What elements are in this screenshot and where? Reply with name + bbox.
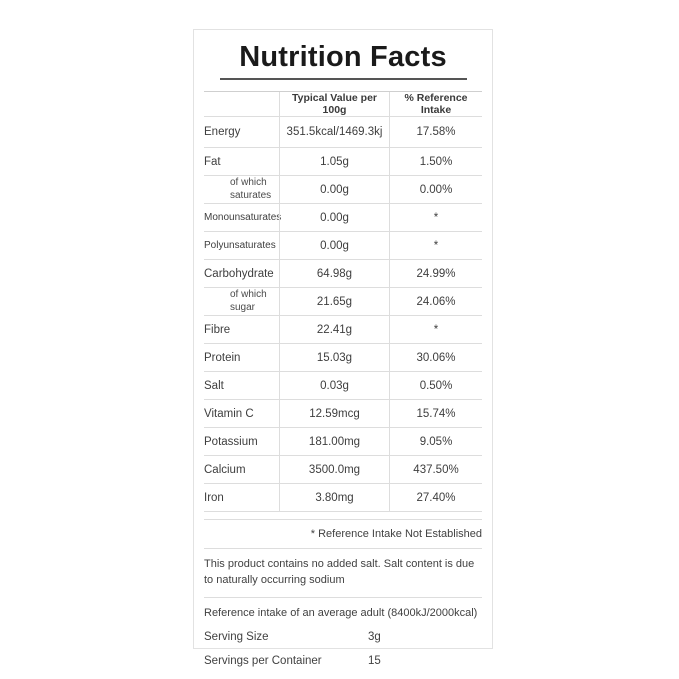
nutrient-reference-intake: * — [389, 204, 482, 231]
table-row-saturates: of which saturates 0.00g 0.00% — [204, 176, 482, 204]
table-row-fibre: Fibre 22.41g * — [204, 316, 482, 344]
nutrient-reference-intake: 0.50% — [389, 372, 482, 399]
nutrient-value: 12.59mcg — [279, 400, 389, 427]
average-adult-note: Reference intake of an average adult (84… — [204, 606, 478, 619]
header-empty-cell — [204, 92, 279, 116]
nutrient-value: 15.03g — [279, 344, 389, 371]
nutrient-name: Calcium — [204, 463, 246, 476]
table-row-protein: Protein 15.03g 30.06% — [204, 344, 482, 372]
nutrition-facts-label: Nutrition Facts Typical Value per 100g %… — [193, 29, 493, 667]
nutrient-reference-intake: 24.06% — [389, 288, 482, 315]
nutrient-reference-intake: 0.00% — [389, 176, 482, 203]
servings-per-container-label: Servings per Container — [204, 654, 322, 667]
nutrient-name: Protein — [204, 351, 241, 364]
servings-per-container-value: 15 — [368, 654, 381, 667]
nutrient-name: Iron — [204, 491, 224, 504]
table-row-calcium: Calcium 3500.0mg 437.50% — [204, 456, 482, 484]
nutrient-reference-intake: * — [389, 316, 482, 343]
table-row-iron: Iron 3.80mg 27.40% — [204, 484, 482, 512]
table-row-sugar: of which sugar 21.65g 24.06% — [204, 288, 482, 316]
reference-intake-footnote: * Reference Intake Not Established — [204, 520, 482, 549]
nutrient-value: 3500.0mg — [279, 456, 389, 483]
table-row-carbohydrate: Carbohydrate 64.98g 24.99% — [204, 260, 482, 288]
footnotes-section: * Reference Intake Not Established This … — [204, 519, 482, 670]
header-typical-value: Typical Value per 100g — [279, 92, 389, 116]
nutrition-table: Typical Value per 100g % Reference Intak… — [204, 91, 482, 512]
nutrient-reference-intake: 437.50% — [389, 456, 482, 483]
nutrient-name: Vitamin C — [204, 407, 254, 420]
header-reference-intake: % Reference Intake — [389, 92, 482, 116]
label-title: Nutrition Facts — [239, 41, 447, 73]
table-row-potassium: Potassium 181.00mg 9.05% — [204, 428, 482, 456]
table-row-polyunsaturates: Polyunsaturates 0.00g * — [204, 232, 482, 260]
servings-per-container-row: Servings per Container 15 — [204, 646, 482, 670]
nutrient-value: 351.5kcal/1469.3kj — [279, 117, 389, 147]
serving-size-row: Serving Size 3g — [204, 622, 482, 646]
nutrient-reference-intake: 30.06% — [389, 344, 482, 371]
table-row-vitamin-c: Vitamin C 12.59mcg 15.74% — [204, 400, 482, 428]
nutrient-name: of which saturates — [230, 177, 272, 201]
nutrient-value: 0.00g — [279, 204, 389, 231]
nutrient-value: 64.98g — [279, 260, 389, 287]
nutrient-reference-intake: 9.05% — [389, 428, 482, 455]
table-row-monounsaturates: Monounsaturates 0.00g * — [204, 204, 482, 232]
nutrient-name: Energy — [204, 126, 241, 138]
nutrient-value: 22.41g — [279, 316, 389, 343]
nutrient-value: 0.03g — [279, 372, 389, 399]
nutrient-reference-intake: * — [389, 232, 482, 259]
nutrient-name: Salt — [204, 379, 224, 392]
nutrient-name: of which sugar — [230, 289, 267, 313]
nutrient-reference-intake: 15.74% — [389, 400, 482, 427]
title-underline — [219, 78, 467, 80]
nutrient-reference-intake: 27.40% — [389, 484, 482, 511]
table-header-row: Typical Value per 100g % Reference Intak… — [204, 92, 482, 117]
nutrient-reference-intake: 17.58% — [389, 117, 482, 147]
table-row-fat: Fat 1.05g 1.50% — [204, 148, 482, 176]
serving-size-value: 3g — [368, 630, 381, 643]
nutrient-value: 1.05g — [279, 148, 389, 175]
nutrient-name: Monounsaturates — [204, 212, 282, 223]
nutrient-name: Potassium — [204, 435, 258, 448]
nutrient-value: 0.00g — [279, 176, 389, 203]
table-row-salt: Salt 0.03g 0.50% — [204, 372, 482, 400]
nutrient-name: Carbohydrate — [204, 267, 274, 280]
nutrient-value: 3.80mg — [279, 484, 389, 511]
nutrient-reference-intake: 24.99% — [389, 260, 482, 287]
nutrient-name: Fat — [204, 155, 221, 168]
nutrient-name: Fibre — [204, 323, 231, 336]
table-row-energy: Energy 351.5kcal/1469.3kj 17.58% — [204, 117, 482, 148]
nutrient-value: 181.00mg — [279, 428, 389, 455]
salt-content-note: This product contains no added salt. Sal… — [204, 549, 482, 598]
nutrient-name: Polyunsaturates — [204, 240, 276, 251]
nutrient-value: 0.00g — [279, 232, 389, 259]
nutrient-reference-intake: 1.50% — [389, 148, 482, 175]
serving-size-label: Serving Size — [204, 630, 269, 643]
nutrient-value: 21.65g — [279, 288, 389, 315]
